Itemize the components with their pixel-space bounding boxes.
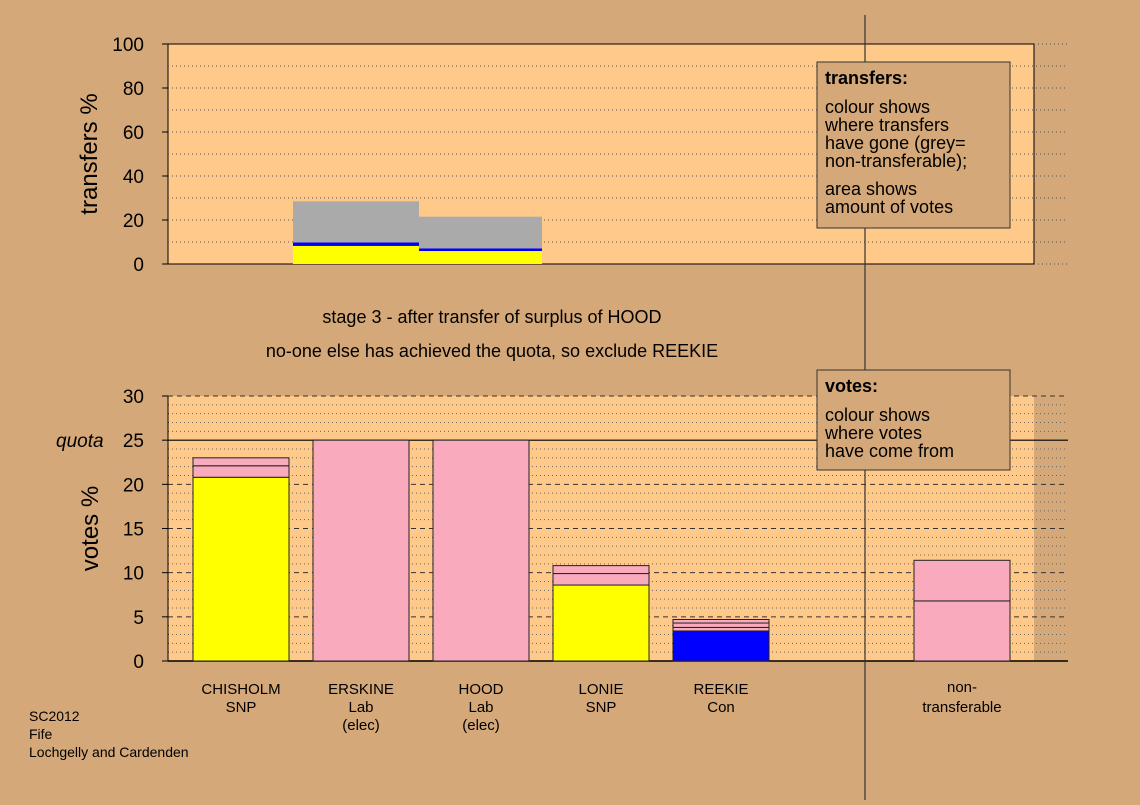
transfer-segment-grey xyxy=(293,201,419,243)
votes-y-tick-label: 5 xyxy=(133,608,144,629)
candidate-party: SNP xyxy=(226,699,257,716)
transfers-y-tick-label: 60 xyxy=(123,123,144,144)
candidate-party: Lab xyxy=(348,699,373,716)
votes-y-tick-label: 20 xyxy=(123,475,144,496)
votes-y-tick-label: 30 xyxy=(123,387,144,408)
candidate-name: CHISHOLM xyxy=(201,681,280,698)
votes-y-axis-label: votes % xyxy=(77,486,104,571)
footer-ward: Lochgelly and Cardenden xyxy=(29,744,189,760)
transfers-y-tick-label: 80 xyxy=(123,79,144,100)
votes-y-tick-label: 25 xyxy=(123,431,144,452)
candidate-name: LONIE xyxy=(578,681,623,698)
legend-line: colour shows xyxy=(825,405,930,425)
vote-bar-segment xyxy=(192,457,290,467)
legend-title: votes: xyxy=(825,376,878,396)
vote-bar-segment xyxy=(192,465,290,478)
candidate-name: REEKIE xyxy=(693,681,748,698)
candidate-status: (elec) xyxy=(342,717,380,734)
candidate-name: HOOD xyxy=(459,681,504,698)
vote-bar-segment xyxy=(672,618,770,624)
votes-y-tick-label: 10 xyxy=(123,564,144,585)
legend-line: have come from xyxy=(825,441,954,461)
vote-bar-segment xyxy=(192,476,290,662)
candidate-name: ERSKINE xyxy=(328,681,394,698)
transfers-y-tick-label: 0 xyxy=(133,255,144,276)
quota-label: quota xyxy=(56,431,104,452)
legend-line: area shows xyxy=(825,179,917,199)
transfer-segment-grey xyxy=(419,216,542,249)
vote-bar-segment xyxy=(672,626,770,632)
transfers-y-tick-label: 100 xyxy=(112,35,144,56)
vote-bar-segment xyxy=(552,565,650,575)
nontransferable-segment xyxy=(913,600,1011,662)
legend-line: colour shows xyxy=(825,97,930,117)
transfer-segment-yellow xyxy=(293,245,419,264)
legend-line: non-transferable); xyxy=(825,151,967,171)
stage-note: no-one else has achieved the quota, so e… xyxy=(266,341,718,361)
votes-y-tick-label: 0 xyxy=(133,652,144,673)
vote-bar-segment xyxy=(672,630,770,662)
footer-council: Fife xyxy=(29,726,53,742)
nontransferable-segment xyxy=(913,559,1011,602)
candidate-status: (elec) xyxy=(462,717,500,734)
candidate-party: Con xyxy=(707,699,735,716)
legend-line: have gone (grey= xyxy=(825,133,966,153)
vote-bar-segment xyxy=(312,439,410,662)
stage-caption: stage 3 - after transfer of surplus of H… xyxy=(322,307,661,327)
candidate-party: SNP xyxy=(586,699,617,716)
footer-election: SC2012 xyxy=(29,708,80,724)
legend-line: where transfers xyxy=(824,115,949,135)
vote-bar-segment xyxy=(552,584,650,662)
legend-title: transfers: xyxy=(825,68,908,88)
legend-box xyxy=(816,61,1011,229)
legend-line: where votes xyxy=(824,423,922,443)
legend-line: amount of votes xyxy=(825,197,953,217)
vote-bar-segment xyxy=(672,622,770,628)
transfer-segment-blue xyxy=(419,248,542,252)
transfers-y-tick-label: 40 xyxy=(123,167,144,188)
transfer-segment-blue xyxy=(293,242,419,246)
candidate-party: Lab xyxy=(468,699,493,716)
transfer-segment-yellow xyxy=(419,251,542,264)
votes-y-tick-label: 15 xyxy=(123,520,144,541)
nontransferable-label: transferable xyxy=(922,699,1001,716)
vote-bar-segment xyxy=(552,573,650,586)
nontransferable-label: non- xyxy=(947,679,977,696)
legend-box xyxy=(816,369,1011,471)
transfers-y-axis-label: transfers % xyxy=(76,93,103,214)
transfers-y-tick-label: 20 xyxy=(123,211,144,232)
vote-bar-segment xyxy=(432,439,530,662)
